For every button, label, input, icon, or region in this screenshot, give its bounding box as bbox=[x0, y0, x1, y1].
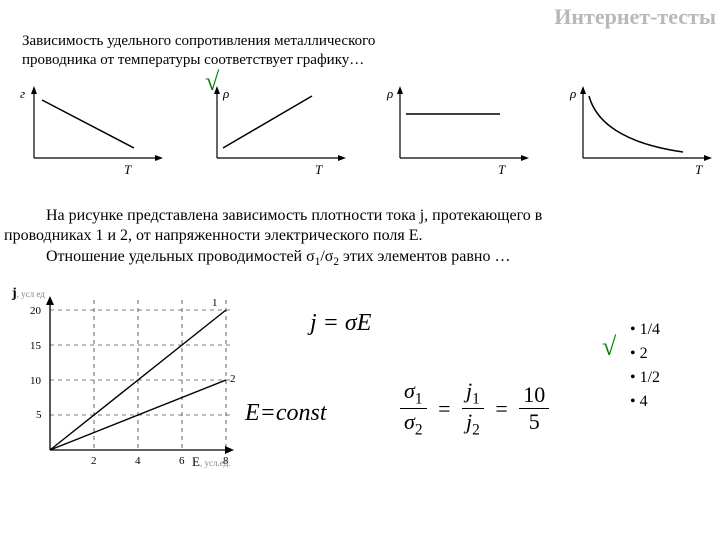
j-xlabel: Е bbox=[192, 454, 200, 469]
r-lhs-den-sub: 2 bbox=[415, 422, 423, 439]
formula-j-sigma-e: j = σE bbox=[310, 310, 371, 337]
g4-ylabel: ρ bbox=[569, 86, 576, 101]
g3-xlabel: T bbox=[498, 162, 506, 177]
formula-e-const: E=const bbox=[245, 400, 327, 427]
q2-prompt: На рисунке представлена зависимость плот… bbox=[4, 206, 716, 269]
answer-option[interactable]: • 1/4 bbox=[630, 318, 660, 342]
q1-graph-3: ρ T bbox=[380, 78, 535, 188]
q2-p3a: Отношение удельных проводимостей σ bbox=[46, 248, 315, 265]
ans-1: 2 bbox=[640, 345, 648, 362]
page-header: Интернет-тесты bbox=[554, 4, 716, 30]
q2-p3b: /σ bbox=[320, 248, 333, 265]
q1-prompt: Зависимость удельного сопротивления мета… bbox=[22, 32, 582, 70]
svg-text:20: 20 bbox=[30, 305, 42, 317]
r-rhs-den: 5 bbox=[519, 409, 549, 435]
r-lhs-num-sub: 1 bbox=[415, 390, 423, 407]
ans-0: 1/4 bbox=[640, 321, 660, 338]
r-mid-den-sub: 2 bbox=[472, 422, 480, 439]
svg-text:4: 4 bbox=[135, 455, 141, 467]
g1-ylabel: г bbox=[20, 86, 25, 101]
r-mid-num-sub: 1 bbox=[472, 390, 480, 407]
q2-checkmark-icon: √ bbox=[602, 332, 616, 362]
r-lhs-den: σ bbox=[404, 409, 415, 434]
g2-ylabel: ρ bbox=[222, 86, 229, 101]
j-graph-svg: 1 2 5 10 15 20 2 4 6 8 bbox=[12, 290, 242, 480]
answer-option[interactable]: • 1/2 bbox=[630, 366, 660, 390]
q2-p1: На рисунке представлена зависимость плот… bbox=[46, 207, 542, 224]
answers-list: • 1/4 • 2 • 1/2 • 4 bbox=[630, 318, 660, 414]
j-ylabel-sub: , усл ед bbox=[17, 289, 45, 299]
q1-line2: проводника от температуры соответствует … bbox=[22, 52, 364, 68]
svg-text:5: 5 bbox=[36, 409, 42, 421]
j-xlabel-sub: , усл.ед. bbox=[200, 458, 230, 468]
g4-xlabel: T bbox=[695, 162, 703, 177]
q1-graph-2: ρ T bbox=[197, 78, 352, 188]
answer-option[interactable]: • 2 bbox=[630, 342, 660, 366]
svg-text:2: 2 bbox=[91, 455, 97, 467]
bottom-area: j, усл ед 1 2 5 10 1 bbox=[0, 290, 720, 500]
r-eq1: = bbox=[432, 396, 456, 422]
q1-graph-4: ρ T bbox=[563, 78, 718, 188]
series1-label: 1 bbox=[212, 297, 218, 309]
r-eq2: = bbox=[489, 396, 513, 422]
ans-2: 1/2 bbox=[640, 369, 660, 386]
ratio-equation: σ1 σ2 = j1 j2 = 10 5 bbox=[400, 378, 549, 440]
q1-graphs-row: г T ρ T ρ T bbox=[14, 78, 714, 188]
q2-p3c: этих элементов равно … bbox=[339, 248, 510, 265]
svg-text:10: 10 bbox=[30, 375, 42, 387]
r-lhs-num: σ bbox=[404, 378, 415, 403]
q1-line1: Зависимость удельного сопротивления мета… bbox=[22, 33, 375, 49]
answer-option[interactable]: • 4 bbox=[630, 390, 660, 414]
g3-ylabel: ρ bbox=[386, 86, 393, 101]
svg-text:6: 6 bbox=[179, 455, 185, 467]
g2-xlabel: T bbox=[315, 162, 323, 177]
series2-label: 2 bbox=[230, 373, 236, 385]
g1-xlabel: T bbox=[124, 162, 132, 177]
r-rhs-num: 10 bbox=[519, 382, 549, 409]
q1-graph-1: г T bbox=[14, 78, 169, 188]
j-graph: j, усл ед 1 2 5 10 1 bbox=[12, 290, 242, 480]
ans-3: 4 bbox=[640, 393, 648, 410]
svg-text:15: 15 bbox=[30, 340, 42, 352]
q2-p2: проводниках 1 и 2, от напряженности элек… bbox=[4, 227, 423, 244]
